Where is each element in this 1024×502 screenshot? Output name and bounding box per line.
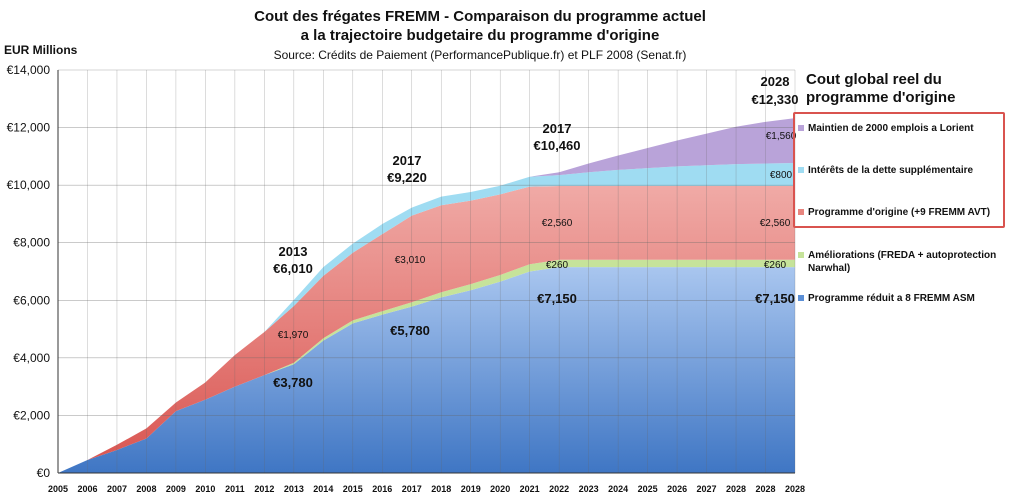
data-label: €3,010 bbox=[395, 255, 426, 266]
x-tick-label: 2014 bbox=[313, 484, 333, 494]
legend-swatch bbox=[798, 125, 804, 131]
legend-label: Intérêts de la dette supplémentaire bbox=[808, 165, 974, 176]
y-tick-label: €10,000 bbox=[7, 178, 51, 192]
x-tick-label: 2006 bbox=[77, 484, 97, 494]
y-tick-label: €6,000 bbox=[13, 293, 50, 307]
data-label: 2017 bbox=[393, 153, 422, 168]
data-label: €7,150 bbox=[755, 291, 795, 306]
series-area-0 bbox=[58, 267, 795, 473]
x-tick-label: 2008 bbox=[136, 484, 156, 494]
x-tick-label: 2019 bbox=[461, 484, 481, 494]
chart-title-line2: a la trajectoire budgetaire du programme… bbox=[300, 27, 660, 44]
data-label: €2,560 bbox=[760, 218, 791, 229]
data-label: €1,560 bbox=[766, 131, 797, 142]
legend-label: Améliorations (FREDA + autoprotection Na… bbox=[808, 250, 997, 274]
data-label: €2,560 bbox=[542, 218, 573, 229]
data-label: €6,010 bbox=[273, 261, 313, 276]
legend-swatch bbox=[798, 252, 804, 258]
x-tick-label: 2020 bbox=[490, 484, 510, 494]
x-tick-label: 2011 bbox=[225, 484, 245, 494]
x-tick-label: 2025 bbox=[638, 484, 658, 494]
data-label: €800 bbox=[770, 170, 793, 181]
chart-subtitle: Source: Crédits de Paiement (Performance… bbox=[273, 48, 687, 62]
data-label: €7,150 bbox=[537, 291, 577, 306]
legend-label: Programme réduit a 8 FREMM ASM bbox=[808, 293, 975, 304]
y-tick-label: €8,000 bbox=[13, 236, 50, 250]
chart-title: Cout des frégates FREMM - Comparaison du… bbox=[254, 8, 706, 25]
series-area-4 bbox=[58, 118, 795, 473]
data-label: €10,460 bbox=[534, 138, 581, 153]
data-label: 2028 bbox=[761, 74, 790, 89]
y-tick-label: €12,000 bbox=[7, 121, 51, 135]
y-tick-label: €2,000 bbox=[13, 408, 50, 422]
x-tick-label: 2007 bbox=[107, 484, 127, 494]
x-tick-label: 2028 bbox=[726, 484, 746, 494]
y-axis-label: EUR Millions bbox=[4, 43, 78, 57]
data-label: 2017 bbox=[543, 121, 572, 136]
legend-swatch bbox=[798, 209, 804, 215]
x-tick-label: 2013 bbox=[284, 484, 304, 494]
x-tick-label: 2016 bbox=[372, 484, 392, 494]
series-area-2 bbox=[58, 186, 795, 474]
x-tick-label: 2021 bbox=[520, 484, 540, 494]
x-tick-label: 2023 bbox=[579, 484, 599, 494]
x-tick-label: 2018 bbox=[431, 484, 451, 494]
y-tick-label: €0 bbox=[37, 466, 51, 480]
x-tick-label: 2009 bbox=[166, 484, 186, 494]
data-label: €12,330 bbox=[752, 92, 799, 107]
y-tick-label: €14,000 bbox=[7, 63, 51, 77]
legend-title: Cout global reel du programme d'origine bbox=[806, 71, 956, 106]
x-tick-label: 2028 bbox=[756, 484, 776, 494]
legend-label: Maintien de 2000 emplois a Lorient bbox=[808, 123, 974, 134]
x-tick-label: 2017 bbox=[402, 484, 422, 494]
x-tick-label: 2012 bbox=[254, 484, 274, 494]
legend-swatch bbox=[798, 295, 804, 301]
x-tick-label: 2022 bbox=[549, 484, 569, 494]
data-label: €1,970 bbox=[278, 330, 309, 341]
data-label: €3,780 bbox=[273, 375, 313, 390]
data-label: €9,220 bbox=[387, 170, 427, 185]
legend-highlight-box bbox=[793, 112, 1005, 228]
x-tick-label: 2015 bbox=[343, 484, 363, 494]
data-label: €260 bbox=[546, 260, 569, 271]
data-label: €260 bbox=[764, 260, 787, 271]
x-tick-label: 2024 bbox=[608, 484, 628, 494]
data-label: €5,780 bbox=[390, 323, 430, 338]
legend-label: Programme d'origine (+9 FREMM AVT) bbox=[808, 207, 991, 218]
legend-swatch bbox=[798, 167, 804, 173]
x-tick-label: 2027 bbox=[697, 484, 717, 494]
x-tick-label: 2028 bbox=[785, 484, 805, 494]
x-tick-label: 2005 bbox=[48, 484, 68, 494]
x-tick-label: 2026 bbox=[667, 484, 687, 494]
y-tick-label: €4,000 bbox=[13, 351, 50, 365]
x-tick-label: 2010 bbox=[195, 484, 215, 494]
data-label: 2013 bbox=[279, 244, 308, 259]
